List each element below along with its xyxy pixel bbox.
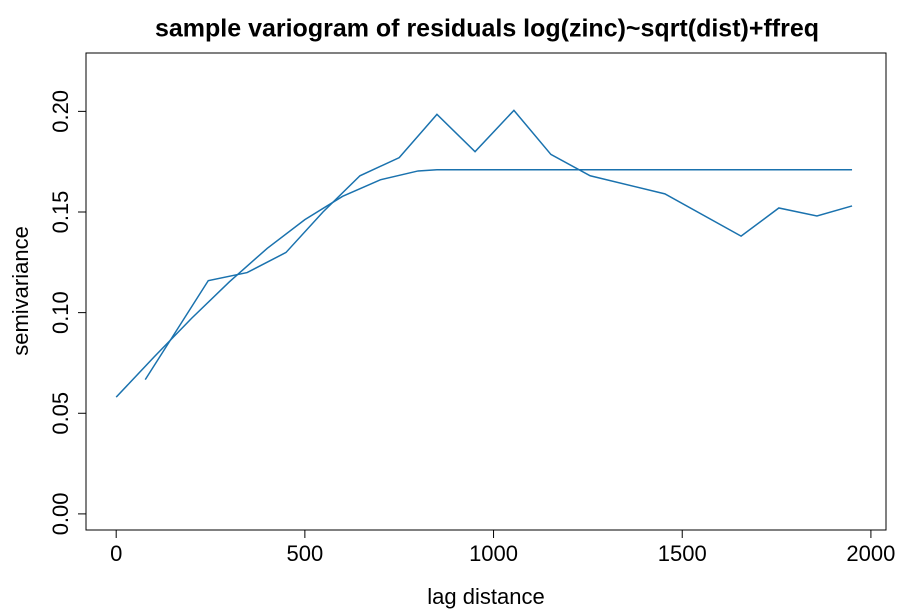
x-tick-label: 2000 <box>846 541 895 566</box>
plot-frame <box>85 52 887 531</box>
y-tick-label: 0.15 <box>48 191 73 234</box>
x-tick-label: 500 <box>287 541 324 566</box>
y-tick-label: 0.10 <box>48 291 73 334</box>
x-axis-label: lag distance <box>427 584 544 609</box>
y-tick-label: 0.05 <box>48 392 73 435</box>
series-line <box>144 109 853 381</box>
chart-title: sample variogram of residuals log(zinc)~… <box>155 15 819 43</box>
series-line <box>115 168 853 398</box>
y-axis-label: semivariance <box>8 226 33 356</box>
y-tick-label: 0.00 <box>48 492 73 535</box>
y-tick-label: 0.20 <box>48 90 73 133</box>
x-tick-label: 1000 <box>469 541 518 566</box>
x-tick-label: 0 <box>110 541 122 566</box>
x-tick-label: 1500 <box>658 541 707 566</box>
